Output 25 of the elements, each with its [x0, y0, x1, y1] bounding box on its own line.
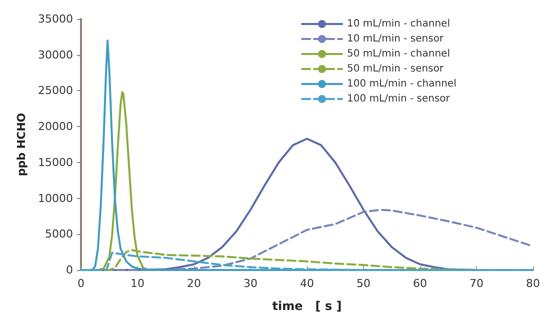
x-tick-label: 30 [244, 277, 258, 290]
legend-label: 50 mL/min - channel [347, 48, 450, 60]
x-tick-label: 80 [526, 277, 540, 290]
x-axis-title: time [ s ] [272, 299, 342, 313]
x-tick-label: 10 [130, 277, 144, 290]
x-tick-label: 70 [470, 277, 484, 290]
legend-label: 50 mL/min - sensor [347, 64, 444, 74]
x-tick-label: 60 [413, 277, 427, 290]
y-tick-label: 0 [66, 264, 73, 276]
legend-label: 10 mL/min - channel [347, 18, 450, 30]
y-axis-title: ppb HCHO [15, 112, 28, 176]
y-tick-label: 5000 [45, 228, 73, 241]
y-tick-label: 15000 [38, 156, 73, 169]
x-tick-label: 20 [187, 277, 201, 290]
x-tick-label: 0 [78, 277, 84, 290]
legend-label: 100 mL/min - channel [347, 78, 456, 90]
y-tick-label: 20000 [38, 120, 73, 134]
y-tick-label: 10000 [38, 192, 73, 205]
y-tick-label: 25000 [38, 84, 73, 98]
y-tick-label: 35000 [38, 12, 73, 26]
y-tick-label: 30000 [38, 48, 73, 62]
legend-label: 10 mL/min - sensor [347, 34, 444, 44]
legend-label: 100 mL/min - sensor [347, 94, 451, 104]
x-tick-label: 40 [300, 277, 314, 290]
x-tick-label: 50 [356, 277, 370, 290]
